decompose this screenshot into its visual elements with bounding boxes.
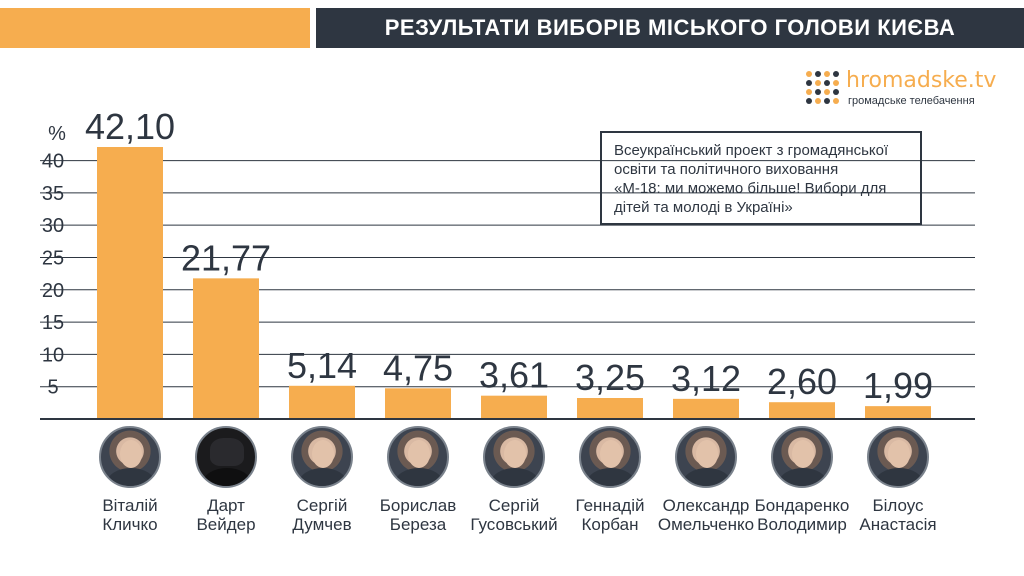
candidate-name-line2: Корбан [581, 515, 639, 534]
candidate-name: Віталій Кличко [75, 496, 185, 534]
candidate-photo [483, 426, 545, 488]
candidate-name-line1: Олександр [662, 496, 750, 515]
candidate-name-line1: Бондаренко [754, 496, 850, 515]
bar [673, 398, 739, 419]
page-title: РЕЗУЛЬТАТИ ВИБОРІВ МІСЬКОГО ГОЛОВИ КИЄВА [384, 15, 956, 40]
candidate-card: Віталій Кличко [75, 426, 185, 534]
bar-value-label: 3,25 [575, 357, 645, 398]
candidate-photo [387, 426, 449, 488]
candidate-name-line1: Сергій [296, 496, 348, 515]
header-accent-stripe [0, 8, 310, 48]
bar [385, 388, 451, 419]
y-axis-label: % [48, 123, 66, 145]
bar-value-label: 5,14 [287, 345, 357, 386]
note-line: Всеукраїнський проект з громадянської [614, 142, 889, 159]
y-axis-ticks: 5 10 15 20 25 30 35 40 [42, 151, 64, 399]
candidate-name-line1: Дарт [207, 496, 245, 515]
candidate-photo [579, 426, 641, 488]
value-labels: 42,10 21,77 5,14 4,75 3,61 3,25 3,12 2,60 1,99 [85, 106, 933, 406]
bar [289, 385, 355, 419]
candidate-card: Сергій Гусовський [459, 426, 569, 534]
candidate-name: Борислав Береза [363, 496, 473, 534]
logo-subtitle: громадське телебачення [848, 95, 975, 107]
candidate-name: Олександр Омельченко [651, 496, 761, 534]
bar-value-label: 1,99 [863, 365, 933, 406]
candidate-name: Сергій Гусовський [459, 496, 569, 534]
candidate-card: Геннадій Корбан [555, 426, 665, 534]
candidate-name: Білоус Анастасія [843, 496, 953, 534]
candidate-name: Сергій Думчев [267, 496, 377, 534]
candidate-name-line2: Омельченко [657, 515, 755, 534]
project-note: Всеукраїнський проект з громадянської ос… [600, 131, 922, 225]
y-tick-label: 20 [42, 280, 64, 302]
y-tick-label: 25 [42, 247, 64, 269]
y-tick-label: 35 [42, 183, 64, 205]
logo-dots-icon [806, 71, 840, 107]
y-tick-label: 5 [47, 377, 58, 399]
candidate-card: Борислав Береза [363, 426, 473, 534]
candidate-name-line2: Береза [389, 515, 447, 534]
bar [481, 395, 547, 419]
candidate-photo [675, 426, 737, 488]
candidate-name-line1: Сергій [488, 496, 540, 515]
candidate-name-line2: Думчев [292, 515, 352, 534]
candidate-card: Дарт Вейдер [171, 426, 281, 534]
candidate-name-line1: Віталій [102, 496, 158, 515]
logo-name: hromadske.tv [846, 68, 997, 93]
candidate-name-line2: Вейдер [196, 515, 256, 534]
bar [97, 147, 163, 419]
candidate-name-line1: Білоус [872, 496, 924, 515]
bar [865, 406, 931, 419]
note-line: освіти та політичного виховання [614, 161, 839, 178]
vader-helmet-icon [195, 426, 257, 488]
candidate-card: Олександр Омельченко [651, 426, 761, 534]
bar [769, 402, 835, 419]
bar-value-label: 21,77 [181, 237, 271, 278]
candidate-name-line2: Анастасія [859, 515, 937, 534]
bar-value-label: 3,12 [671, 358, 741, 399]
candidate-photo [867, 426, 929, 488]
candidate-name-line2: Володимир [757, 515, 847, 534]
candidate-name-line2: Гусовський [470, 515, 558, 534]
bar-value-label: 3,61 [479, 355, 549, 396]
chart-bars [97, 147, 931, 419]
candidate-name-line1: Борислав [379, 496, 457, 515]
bar-value-label: 42,10 [85, 106, 175, 147]
candidate-name: Дарт Вейдер [171, 496, 281, 534]
bar-value-label: 2,60 [767, 361, 837, 402]
note-line: дітей та молоді в Україні» [614, 199, 793, 216]
bar-value-label: 4,75 [383, 347, 453, 388]
y-tick-label: 10 [42, 344, 64, 366]
bar [193, 278, 259, 419]
candidate-name: Бондаренко Володимир [747, 496, 857, 534]
y-tick-label: 15 [42, 312, 64, 334]
candidate-name-line2: Кличко [102, 515, 158, 534]
hromadske-logo: hromadske.tv громадське телебачення [806, 68, 1006, 111]
y-tick-label: 30 [42, 215, 64, 237]
candidate-photo [771, 426, 833, 488]
candidate-name: Геннадій Корбан [555, 496, 665, 534]
page-title-bar: РЕЗУЛЬТАТИ ВИБОРІВ МІСЬКОГО ГОЛОВИ КИЄВА [316, 8, 1024, 48]
candidate-card: Бондаренко Володимир [747, 426, 857, 534]
candidate-card: Сергій Думчев [267, 426, 377, 534]
candidate-photo [291, 426, 353, 488]
candidate-card: Білоус Анастасія [843, 426, 953, 534]
candidate-photo [99, 426, 161, 488]
candidate-name-line1: Геннадій [575, 496, 645, 515]
y-tick-label: 40 [42, 151, 64, 173]
bar [577, 398, 643, 419]
